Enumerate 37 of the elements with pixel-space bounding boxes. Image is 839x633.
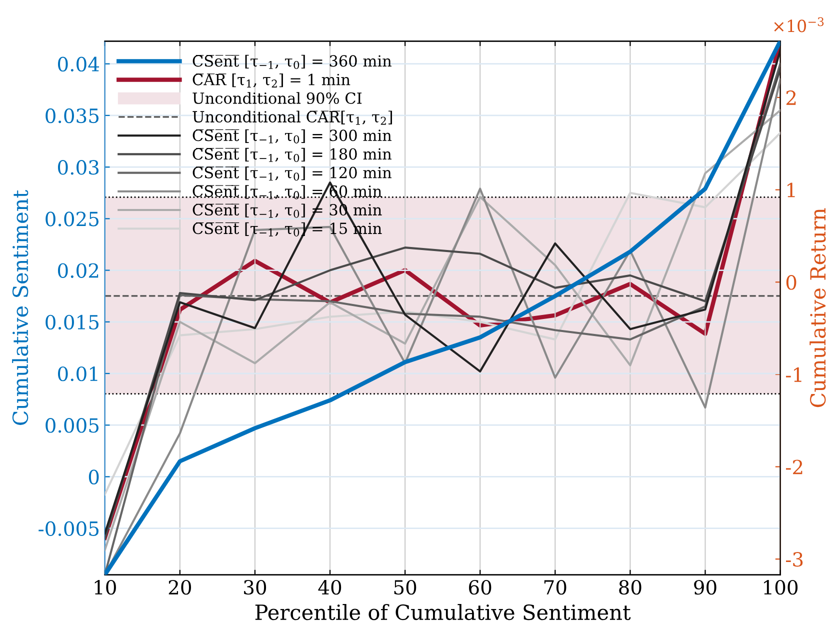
legend-label: Unconditional 90% CI — [192, 92, 362, 104]
x-tick-label: 70 — [544, 580, 566, 595]
legend-label: Unconditional C̅A̅R̅[τ$_{1}$, τ$_{2}$] — [192, 110, 392, 125]
y-tick-label: 0.005 — [46, 418, 99, 433]
legend-label: C̅S̅e̅n̅t̅ [τ$_{−1}$, τ$_{0}$] = 120 min — [192, 166, 392, 181]
legend-label: C̅S̅e̅n̅t̅ [τ$_{−1}$, τ$_{0}$] = 360 min — [192, 54, 392, 70]
y-axis-title: Cumulative Sentiment — [12, 190, 28, 425]
y2-tick-label: -1 — [786, 367, 802, 382]
y-tick-label: 0 — [88, 470, 99, 484]
y2-tick-label: -3 — [786, 552, 803, 567]
x-tick-label: 80 — [619, 580, 642, 595]
x-tick-label: 30 — [244, 580, 266, 595]
x-tick-label: 20 — [168, 580, 191, 595]
y-tick-label: 0.035 — [46, 108, 99, 124]
legend-label: C̅S̅e̅n̅t̅ [τ$_{−1}$, τ$_{0}$] = 300 min — [192, 129, 392, 144]
y-tick-label: -0.005 — [38, 521, 99, 536]
y2-tick-label: 0 — [786, 275, 796, 290]
x-tick-label: 10 — [94, 580, 116, 595]
x-tick-label: 100 — [764, 580, 798, 595]
x-tick-label: 40 — [318, 580, 342, 595]
legend-label: C̅S̅e̅n̅t̅ [τ$_{−1}$, τ$_{0}$] = 180 min — [192, 148, 392, 162]
y2-axis-title: Cumulative Return — [810, 208, 826, 408]
y2-tick-label: -2 — [786, 460, 802, 474]
y-tick-label: 0.025 — [46, 212, 99, 226]
x-tick-label: 60 — [469, 580, 492, 595]
x-tick-label: 90 — [694, 580, 716, 595]
y-tick-label: 0.03 — [58, 160, 99, 175]
y-tick-label: 0.01 — [58, 366, 98, 382]
y-tick-label: 0.04 — [58, 56, 100, 72]
text: ×10$^{−3}$ — [774, 17, 824, 32]
y2-tick-label: 2 — [786, 90, 796, 105]
legend-label: C̅A̅R̅ [τ$_{1}$, τ$_{2}$] = 1 min — [192, 74, 350, 88]
x-axis-title: Percentile of Cumulative Sentiment — [255, 604, 631, 620]
y2-tick-label: 1 — [788, 182, 795, 198]
y-tick-label: 0.02 — [58, 263, 98, 278]
y-tick-label: 0.015 — [46, 314, 99, 330]
x-tick-label: 50 — [394, 580, 416, 595]
